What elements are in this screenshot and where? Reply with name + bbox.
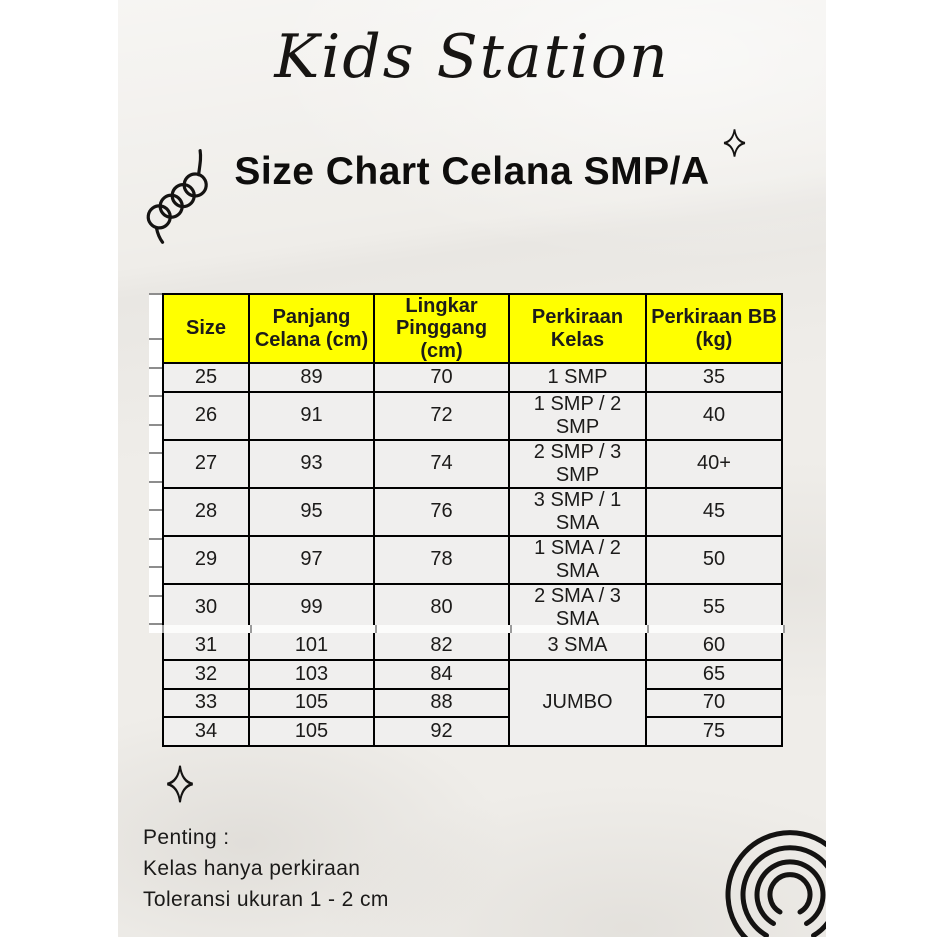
table-cell: 74 [373, 438, 510, 489]
size-table: Size Panjang Celana (cm) Lingkar Pinggang … [162, 292, 783, 747]
gridline-stub [149, 340, 162, 369]
table-cell: 93 [248, 438, 375, 489]
table-cell: 101 [248, 630, 375, 662]
gridline-stub [149, 454, 162, 483]
table-cell: 40 [645, 390, 783, 441]
table-row: 27 93 74 2 SMP / 3 SMP 40+ [162, 438, 783, 489]
table-row: 30 99 80 2 SMA / 3 SMA 55 [162, 582, 783, 633]
table-cell: 65 [645, 659, 783, 690]
table-row: 26 91 72 1 SMP / 2 SMP 40 [162, 390, 783, 441]
gridline-stub [149, 368, 162, 397]
table-cell: 1 SMP [508, 362, 647, 393]
table-row: 31 101 82 3 SMA 60 [162, 630, 783, 662]
table-cell: JUMBO [508, 659, 647, 747]
notes-block: Penting : Kelas hanya perkiraan Tolerans… [143, 822, 389, 915]
note-line: Kelas hanya perkiraan [143, 857, 361, 880]
size-table-header: Size Panjang Celana (cm) Lingkar Pinggang … [162, 292, 783, 365]
table-row: 25 89 70 1 SMP 35 [162, 362, 783, 393]
size-table-body: 25 89 70 1 SMP 35 26 91 72 1 SMP / 2 SMP 40 27 93 74… [162, 362, 783, 747]
table-cell: 82 [373, 630, 510, 662]
gridline-stub [149, 511, 162, 540]
gridline-stub [149, 397, 162, 426]
table-row: 32 103 84 JUMBO 65 [162, 659, 783, 747]
table-cell: 50 [645, 534, 783, 585]
table-cell: 78 [373, 534, 510, 585]
brand-title: Kids Station [274, 22, 670, 92]
table-cell: 35 [645, 362, 783, 393]
table-cell: 27 [162, 438, 250, 489]
table-cell: 29 [162, 534, 250, 585]
table-cell: 28 [162, 486, 250, 537]
note-line: Penting : [143, 826, 230, 849]
table-cell: 97 [248, 534, 375, 585]
table-header-cell: Size [162, 292, 250, 365]
table-row: 29 97 78 1 SMA / 2 SMA 50 [162, 534, 783, 585]
table-cell: 34 [162, 716, 250, 747]
table-cell: 92 [373, 716, 510, 747]
gridline-stub [250, 625, 252, 633]
table-header-cell: Panjang Celana (cm) [248, 292, 375, 365]
table-header-cell: Perkiraan Kelas [508, 292, 647, 365]
table-row: 33 105 88 70 [162, 687, 783, 719]
gridline-stub [149, 293, 162, 340]
table-cell: 33 [162, 687, 250, 719]
gridline-stub [149, 596, 162, 625]
sparkle-icon [167, 765, 193, 803]
cut-off-table-row [162, 625, 785, 633]
table-cell: 91 [248, 390, 375, 441]
gridline-stub [375, 625, 377, 633]
table-cell: 105 [248, 687, 375, 719]
table-cell: 45 [645, 486, 783, 537]
table-cell: 80 [373, 582, 510, 633]
table-cell: 70 [373, 362, 510, 393]
table-cell: 75 [645, 716, 783, 747]
rainbow-icon [725, 830, 826, 937]
table-cell: 1 SMA / 2 SMA [508, 534, 647, 585]
table-cell: 105 [248, 716, 375, 747]
table-header-cell: Lingkar Pinggang (cm) [373, 292, 510, 365]
table-cell: 3 SMA [508, 630, 647, 662]
table-cell: 103 [248, 659, 375, 690]
table-cell: 32 [162, 659, 250, 690]
table-cell: 25 [162, 362, 250, 393]
table-row: 28 95 76 3 SMP / 1 SMA 45 [162, 486, 783, 537]
table-cell: 99 [248, 582, 375, 633]
table-cell: 70 [645, 687, 783, 719]
gridline-stub [149, 625, 162, 633]
spiral-squiggle-icon [146, 149, 208, 244]
table-row: 34 105 92 75 [162, 716, 783, 747]
sparkle-icon [723, 129, 746, 157]
table-cell: 72 [373, 390, 510, 441]
spreadsheet-gridline-stubs [149, 293, 162, 633]
table-header-cell: Perkiraan BB (kg) [645, 292, 783, 365]
table-cell: 1 SMP / 2 SMP [508, 390, 647, 441]
table-cell: 2 SMP / 3 SMP [508, 438, 647, 489]
gridline-stub [149, 425, 162, 454]
note-line: Toleransi ukuran 1 - 2 cm [143, 888, 389, 911]
gridline-stub [149, 568, 162, 597]
gridline-stub [510, 625, 512, 633]
table-cell: 31 [162, 630, 250, 662]
table-cell: 3 SMP / 1 SMA [508, 486, 647, 537]
gridline-stub [149, 482, 162, 511]
table-cell: 76 [373, 486, 510, 537]
table-cell: 40+ [645, 438, 783, 489]
table-cell: 26 [162, 390, 250, 441]
table-cell: 60 [645, 630, 783, 662]
gridline-stub [647, 625, 649, 633]
table-cell: 88 [373, 687, 510, 719]
table-cell: 89 [248, 362, 375, 393]
table-cell: 2 SMA / 3 SMA [508, 582, 647, 633]
table-cell: 55 [645, 582, 783, 633]
paper-background: Kids Station Size Chart Celana SMP/A Siz… [118, 0, 826, 937]
table-cell: 84 [373, 659, 510, 690]
page-title: Size Chart Celana SMP/A [234, 150, 710, 193]
gridline-stub [149, 539, 162, 568]
table-cell: 95 [248, 486, 375, 537]
